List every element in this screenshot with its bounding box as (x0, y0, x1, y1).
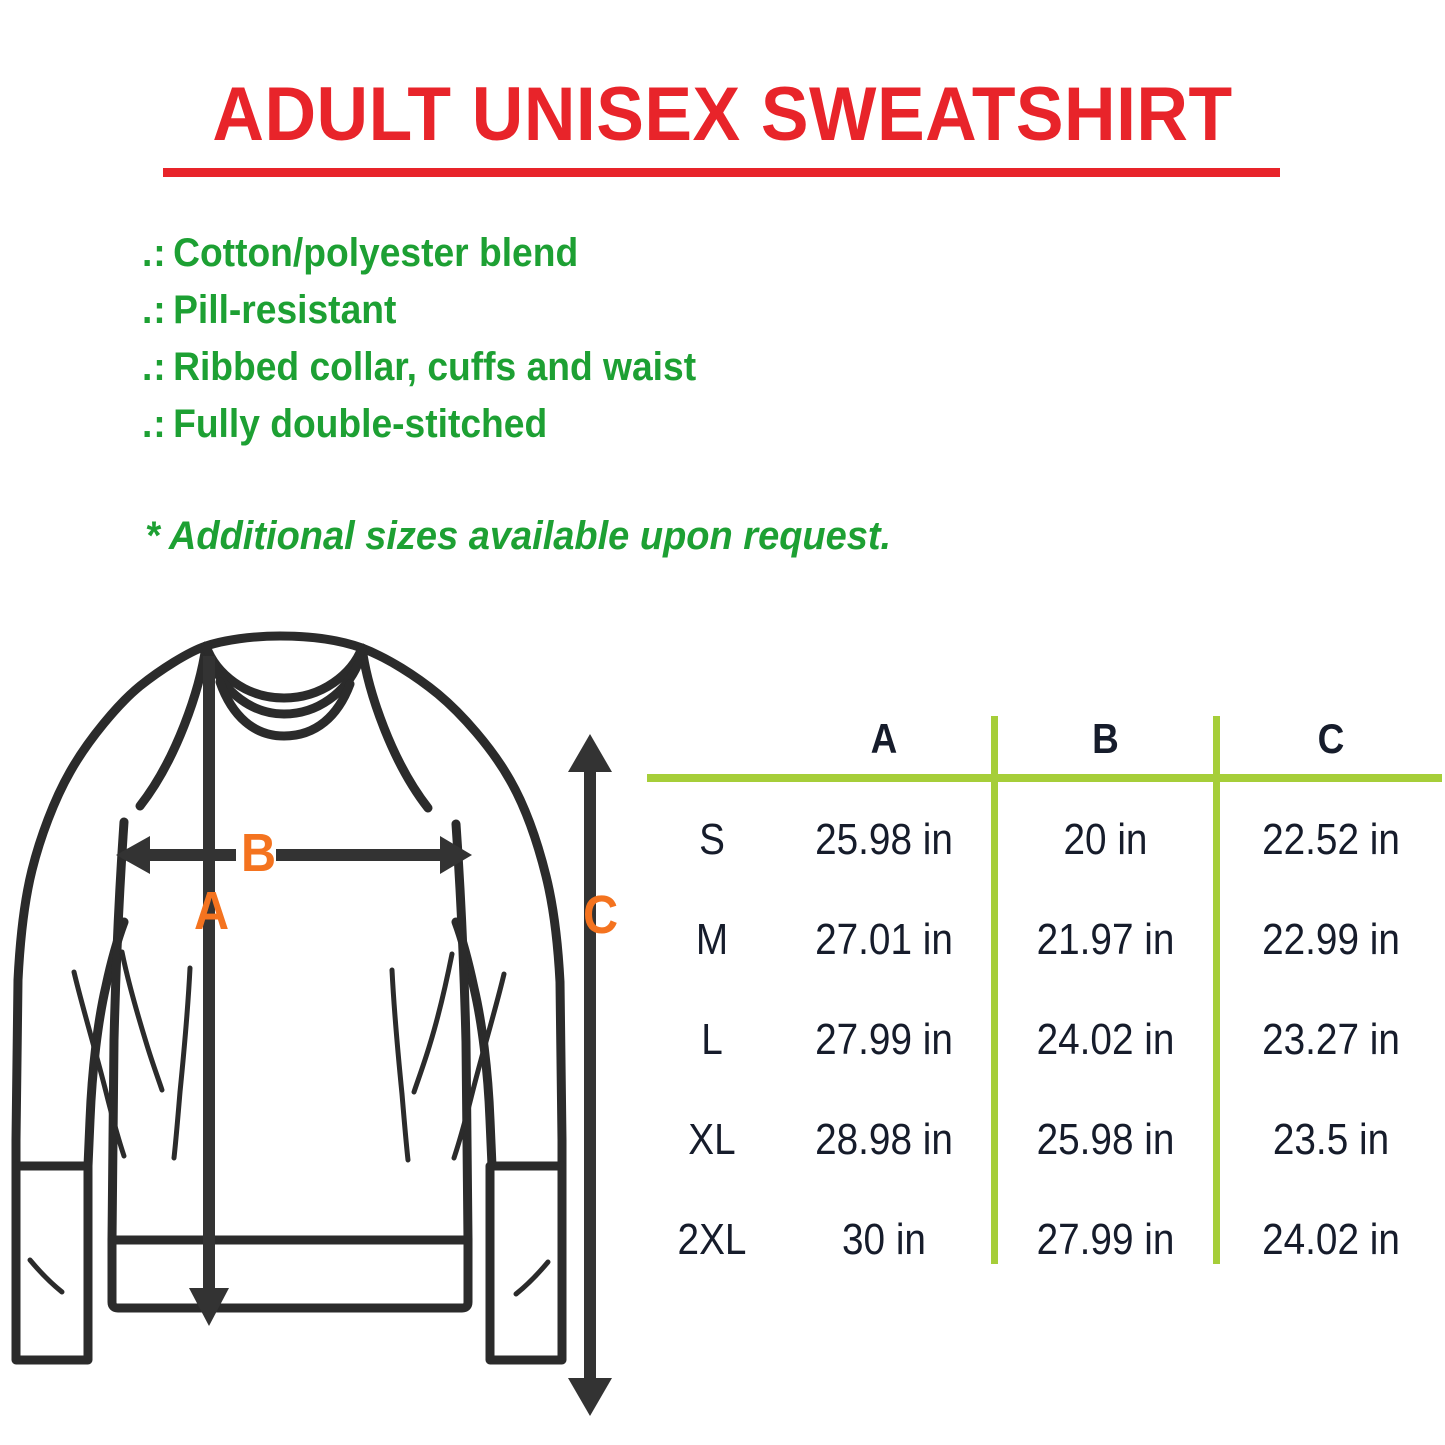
column-header-a: A (870, 715, 898, 762)
table-cell-b: 27.99 in (1036, 1215, 1175, 1264)
table-cell-b: 20 in (1063, 815, 1148, 864)
table-row-size-label: XL (688, 1115, 736, 1164)
list-item: .: Ribbed collar, cuffs and waist (142, 339, 886, 396)
additional-sizes-note: * Additional sizes available upon reques… (145, 514, 892, 558)
table-column-divider-1 (991, 716, 998, 1264)
table-row-size-label: M (695, 915, 729, 964)
list-item: .: Pill-resistant (142, 282, 886, 339)
table-cell-a: 30 in (842, 1215, 926, 1264)
table-cell-c: 23.27 in (1262, 1015, 1400, 1064)
feature-label: Pill-resistant (173, 288, 397, 332)
feature-label: Ribbed collar, cuffs and waist (173, 345, 697, 389)
feature-label: Cotton/polyester blend (173, 231, 579, 275)
sweatshirt-diagram (0, 600, 640, 1440)
list-item: .: Fully double-stitched (142, 396, 886, 453)
table-cell-b: 21.97 in (1036, 915, 1175, 964)
table-row-size-label: L (701, 1015, 723, 1064)
table-cell-c: 22.52 in (1262, 815, 1400, 864)
bullet-icon: .: (142, 402, 167, 446)
measure-arrow-a (189, 656, 229, 1326)
table-cell-c: 23.5 in (1272, 1115, 1390, 1164)
table-cell-b: 25.98 in (1036, 1115, 1175, 1164)
table-row-size-label: S (699, 815, 725, 864)
table-cell-a: 27.01 in (815, 915, 953, 964)
table-cell-a: 25.98 in (815, 815, 953, 864)
table-cell-c: 24.02 in (1262, 1215, 1400, 1264)
table-cell-a: 28.98 in (815, 1115, 953, 1164)
table-header-rule (647, 774, 1442, 782)
table-row-size-label: 2XL (677, 1215, 747, 1264)
table-cell-c: 22.99 in (1262, 915, 1400, 964)
sweatshirt-outline-icon (11, 631, 567, 1365)
page-title: ADULT UNISEX SWEATSHIRT (212, 72, 1233, 157)
table-column-divider-2 (1213, 716, 1220, 1264)
feature-label: Fully double-stitched (173, 402, 548, 446)
size-chart-table: A B C S 25.98 in 20 in 22.52 in M 27.01 … (647, 700, 1442, 1280)
measure-label-a: A (194, 881, 230, 941)
measure-arrow-b (116, 836, 472, 874)
measure-label-b: B (241, 823, 277, 883)
column-header-b: B (1092, 715, 1119, 762)
list-item: .: Cotton/polyester blend (142, 225, 886, 282)
bullet-icon: .: (142, 288, 167, 332)
feature-list: .: Cotton/polyester blend .: Pill-resistan… (142, 225, 942, 453)
bullet-icon: .: (142, 231, 167, 275)
title-block: ADULT UNISEX SWEATSHIRT (0, 72, 1445, 177)
column-header-c: C (1317, 715, 1345, 762)
measure-arrow-c (568, 734, 612, 1416)
bullet-icon: .: (142, 345, 167, 389)
measure-label-c: C (583, 885, 619, 945)
table-cell-a: 27.99 in (815, 1015, 953, 1064)
table-cell-b: 24.02 in (1036, 1015, 1175, 1064)
title-underline-rule (163, 168, 1280, 177)
